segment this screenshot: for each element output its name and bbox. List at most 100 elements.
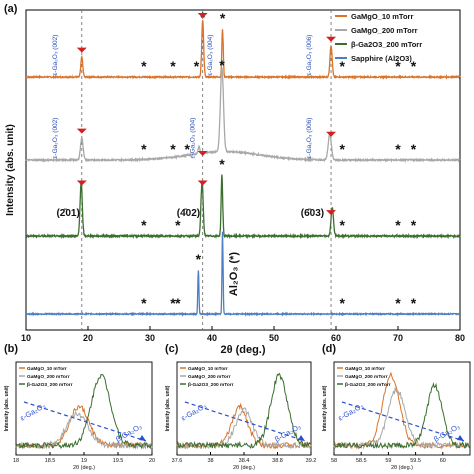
x-tick-label: 50 [269, 333, 279, 343]
series-3: * * *** * *Al₂O₃ (*) [25, 231, 461, 317]
x-axis-label: 2θ (deg.) [220, 344, 265, 356]
panel-frame [333, 361, 471, 456]
star-marker: * [141, 58, 147, 74]
legend-entry: GaMgO_200 mTorr [27, 374, 70, 380]
x-tick-label: 58 [331, 458, 337, 464]
star-marker: * [395, 295, 401, 311]
x-tick-label: 18 [13, 458, 19, 464]
y-axis-label: Intensity (abs. unit) [4, 385, 10, 431]
star-marker: * [170, 141, 176, 157]
peak-marker-triangle [326, 210, 337, 216]
series-line [25, 174, 461, 240]
star-marker: * [411, 295, 417, 311]
star-marker: * [175, 295, 181, 311]
legend-entry: GaMgO_10 mTorr [351, 12, 413, 21]
x-tick-label: 80 [455, 333, 465, 343]
star-marker: * [175, 217, 181, 233]
x-tick-label: 19.5 [113, 458, 124, 464]
x-tick-label: 38.4 [239, 458, 250, 464]
x-tick-label: 19 [81, 458, 87, 464]
star-marker: * [339, 58, 345, 74]
x-tick-label: 39.2 [306, 458, 317, 464]
series-line [176, 372, 312, 450]
panel-label: (c) [165, 343, 179, 355]
peak-label: (4̄02) [177, 208, 200, 219]
series-2: * * * * * * (2̄01) (4̄02) (6̄03) [25, 156, 461, 240]
x-axis-label: 2θ (deg.) [73, 465, 95, 471]
x-tick-label: 70 [393, 333, 403, 343]
x-tick-label: 20 [149, 458, 155, 464]
star-marker: * [411, 141, 417, 157]
x-tick-label: 40 [207, 333, 217, 343]
panel-label: (d) [322, 343, 336, 355]
x-tick-label: 10 [21, 333, 31, 343]
peak-label: ε-Ga₂O₃ (006) [306, 35, 313, 76]
peak-marker-triangle [197, 150, 208, 156]
legend-entry: GaMgO_200 mTorr [188, 374, 231, 380]
y-axis-label: Intensity (abs. unit) [322, 385, 328, 431]
beta-annotation: β-Ga₂O₃ [432, 422, 461, 444]
panel-label: (b) [4, 343, 18, 355]
x-tick-label: 38.8 [272, 458, 283, 464]
peak-marker-triangle [326, 36, 337, 42]
trend-arrowhead [457, 435, 464, 441]
peak-label: ε-Ga₂O₃ (006) [306, 118, 313, 159]
peak-label: ε-Ga₂O₃ (004) [190, 118, 197, 159]
star-marker: * [395, 141, 401, 157]
star-marker: * [220, 10, 226, 26]
x-tick-label: 60 [440, 458, 446, 464]
trend-arrowhead [298, 435, 305, 441]
x-tick-label: 58.5 [356, 458, 367, 464]
series-line [25, 67, 461, 164]
panel-c: (c) Intensity (abs. unit) 37.6 38 38.4 38.8 39… [165, 343, 316, 471]
trend-arrow [23, 401, 147, 442]
star-marker: * [170, 295, 176, 311]
peak-marker-triangle [197, 180, 208, 186]
x-tick-label: 30 [145, 333, 155, 343]
panel-d: (d) Intensity (abs. unit) 58 58.5 59 59.5 60 2θ… [322, 343, 471, 471]
legend-entry: GaMgO_200 mTorr [351, 26, 418, 35]
peak-label: Al₂O₃ (*) [228, 252, 240, 297]
y-axis-label: Intensity (abs. unit) [5, 124, 16, 216]
peak-label: ε-Ga₂O₃ (002) [52, 35, 59, 76]
peak-marker-triangle [76, 47, 87, 53]
star-marker: * [196, 251, 202, 267]
legend-entry: β-Ga2O3_200 mTorr [351, 40, 422, 49]
legend-entry: GaMgO_10 mTorr [188, 366, 228, 372]
trend-arrowhead [139, 435, 146, 441]
star-marker: * [141, 217, 147, 233]
series-line [15, 374, 153, 450]
series-line [25, 20, 461, 81]
legend-entry: GaMgO_10 mTorr [345, 366, 385, 372]
peak-label: ε-Ga₂O₃ (002) [52, 118, 59, 159]
x-tick-label: 60 [331, 333, 341, 343]
star-marker: * [219, 57, 225, 73]
peak-marker-triangle [326, 131, 337, 137]
panel-b: (b) Intensity (abs. unit) 18 18.5 19 19.5 20 2θ… [4, 343, 155, 471]
legend-a: GaMgO_10 mTorr GaMgO_200 mTorr β-Ga2O3_200… [335, 12, 422, 63]
x-tick-label: 38 [207, 458, 213, 464]
legend-entry: β-Ga2O3_200 mTorr [27, 382, 73, 388]
x-tick-label: 59.5 [410, 458, 421, 464]
trend-arrow [184, 401, 306, 442]
series-line [176, 402, 312, 450]
series-line [25, 231, 461, 317]
star-marker: * [339, 217, 345, 233]
x-tick-label: 59 [385, 458, 391, 464]
series-line [333, 382, 471, 450]
peak-marker-triangle [76, 128, 87, 134]
star-marker: * [170, 58, 176, 74]
peak-label: (6̄03) [301, 208, 324, 219]
star-marker: * [141, 141, 147, 157]
x-tick-label: 18.5 [45, 458, 56, 464]
x-axis-label: 2θ (deg.) [391, 465, 413, 471]
legend-entry: β-Ga2O3_200 mTorr [345, 382, 391, 388]
x-tick-label: 20 [83, 333, 93, 343]
beta-annotation: β-Ga₂O₃ [114, 422, 143, 444]
star-marker: * [194, 58, 200, 74]
panel-a-frame [25, 9, 461, 331]
star-marker: * [411, 58, 417, 74]
trend-arrow [341, 401, 465, 442]
star-marker: * [411, 217, 417, 233]
x-axis-label: 2θ (deg.) [233, 465, 255, 471]
